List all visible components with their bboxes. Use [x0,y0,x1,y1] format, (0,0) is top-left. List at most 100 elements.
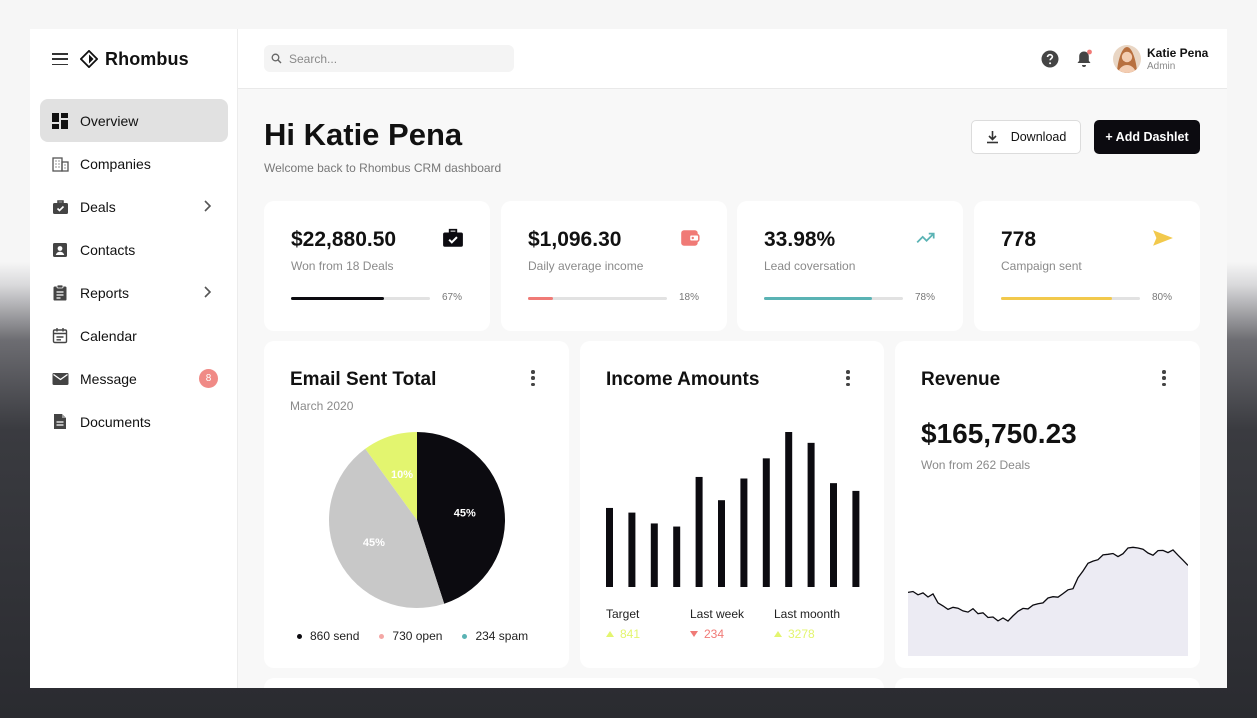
briefcase-check-icon [51,198,69,216]
income-stat-target: Target 841 [606,607,690,641]
legend-item: 730 open [379,629,442,643]
more-options-icon[interactable] [1162,370,1166,386]
income-stat-value: 3278 [788,627,815,641]
more-options-icon[interactable] [531,370,535,386]
more-options-icon[interactable] [846,370,850,386]
income-bar-chart [606,432,860,588]
progress-fill [1001,297,1113,300]
sidebar-item-label: Documents [80,413,151,430]
brand: Rhombus [52,47,189,71]
stat-value: $1,096.30 [528,228,622,251]
contact-card-icon [51,241,69,259]
sidebar: Rhombus Overview Companies Deals [30,29,238,688]
legend-dot [297,633,302,639]
stat-card-lead-conversion: 33.98% Lead coversation 78% [737,201,963,331]
income-bar[interactable] [740,478,748,588]
menu-icon[interactable] [52,53,68,65]
legend-label: 860 send [310,629,360,643]
page-title: Hi Katie Pena [264,117,463,152]
sidebar-item-overview[interactable]: Overview [40,99,228,142]
mail-icon [51,370,69,388]
progress-percent: 67% [442,292,463,303]
sidebar-nav: Overview Companies Deals Contacts [40,99,228,443]
app-window: Rhombus Overview Companies Deals [30,29,1227,688]
stat-value: 778 [1001,228,1037,251]
next-row-card [895,678,1200,688]
income-stat-label: Target [606,607,640,621]
progress-fill [291,297,385,300]
income-bar[interactable] [606,507,613,587]
brand-name: Rhombus [105,48,189,69]
income-bar[interactable] [650,523,658,587]
progress-fill [528,297,554,300]
income-stat-last-month: Last moonth 3278 [774,607,858,641]
income-bar[interactable] [852,490,860,587]
triangle-up-icon [774,631,782,637]
legend-dot [379,633,385,639]
stat-label: Daily average income [528,259,644,273]
revenue-area-fill [908,547,1188,656]
revenue-area-chart [908,546,1188,656]
top-bar: Katie Pena Admin [238,29,1227,89]
card-subtitle: March 2020 [290,399,354,413]
revenue-card: Revenue $165,750.23 Won from 262 Deals [895,341,1200,668]
sidebar-item-reports[interactable]: Reports [40,271,228,314]
sidebar-item-documents[interactable]: Documents [40,400,228,443]
sidebar-item-label: Message [80,370,137,387]
user-role: Admin [1147,61,1176,72]
income-bar[interactable] [785,432,793,587]
pie-slice[interactable] [329,448,445,608]
income-bar[interactable] [762,458,770,587]
chevron-right-icon [204,286,212,298]
avatar[interactable] [1113,45,1141,73]
pie-slice[interactable] [417,432,506,604]
income-bar[interactable] [718,500,725,587]
stat-card-won-deals: $22,880.50 Won from 18 Deals 67% [264,201,490,331]
stat-label: Campaign sent [1001,259,1082,273]
card-title: Revenue [921,369,1001,390]
user-name[interactable]: Katie Pena [1147,46,1209,60]
sidebar-item-message[interactable]: Message 8 [40,357,228,400]
sidebar-item-deals[interactable]: Deals [40,185,228,228]
help-icon[interactable] [1041,50,1059,68]
sidebar-item-label: Contacts [80,241,136,258]
download-label: Download [1010,130,1067,144]
search-input[interactable] [289,51,499,66]
income-bar[interactable] [830,483,837,587]
progress-percent: 18% [679,292,700,303]
income-bar[interactable] [807,442,815,587]
sidebar-item-calendar[interactable]: Calendar [40,314,228,357]
sidebar-item-label: Reports [80,284,130,301]
search-box[interactable] [264,45,514,72]
income-amounts-card: Income Amounts Target 841 Last week 234 … [580,341,884,668]
send-icon [1153,230,1173,246]
pie-slice[interactable] [365,432,417,520]
income-stat-label: Last week [690,607,745,621]
income-bar[interactable] [695,476,703,587]
stat-label: Won from 18 Deals [291,259,394,273]
triangle-up-icon [606,631,614,637]
notification-bell-icon[interactable] [1075,49,1093,69]
revenue-value: $165,750.23 [921,418,1077,449]
card-title: Email Sent Total [290,369,437,390]
stat-card-campaign-sent: 778 Campaign sent 80% [974,201,1200,331]
sidebar-item-companies[interactable]: Companies [40,142,228,185]
income-stat-value-row: 841 [606,627,690,641]
income-stats: Target 841 Last week 234 Last moonth 327… [606,607,858,641]
income-bar[interactable] [628,512,636,587]
progress-percent: 78% [915,292,936,303]
chevron-right-icon [204,200,212,212]
download-button[interactable]: Download [971,120,1081,154]
income-bar[interactable] [673,526,681,587]
add-dashlet-button[interactable]: + Add Dashlet [1094,120,1200,154]
email-pie-chart: 45% 45% 10% [329,432,506,608]
stat-value: 33.98% [764,228,836,251]
sidebar-item-contacts[interactable]: Contacts [40,228,228,271]
income-stat-last-week: Last week 234 [690,607,774,641]
calendar-icon [51,327,69,345]
progress-bar [291,297,430,300]
stat-label: Lead coversation [764,259,856,273]
legend-label: 730 open [392,629,443,643]
page-subtitle: Welcome back to Rhombus CRM dashboard [264,161,502,175]
download-icon [986,131,998,144]
